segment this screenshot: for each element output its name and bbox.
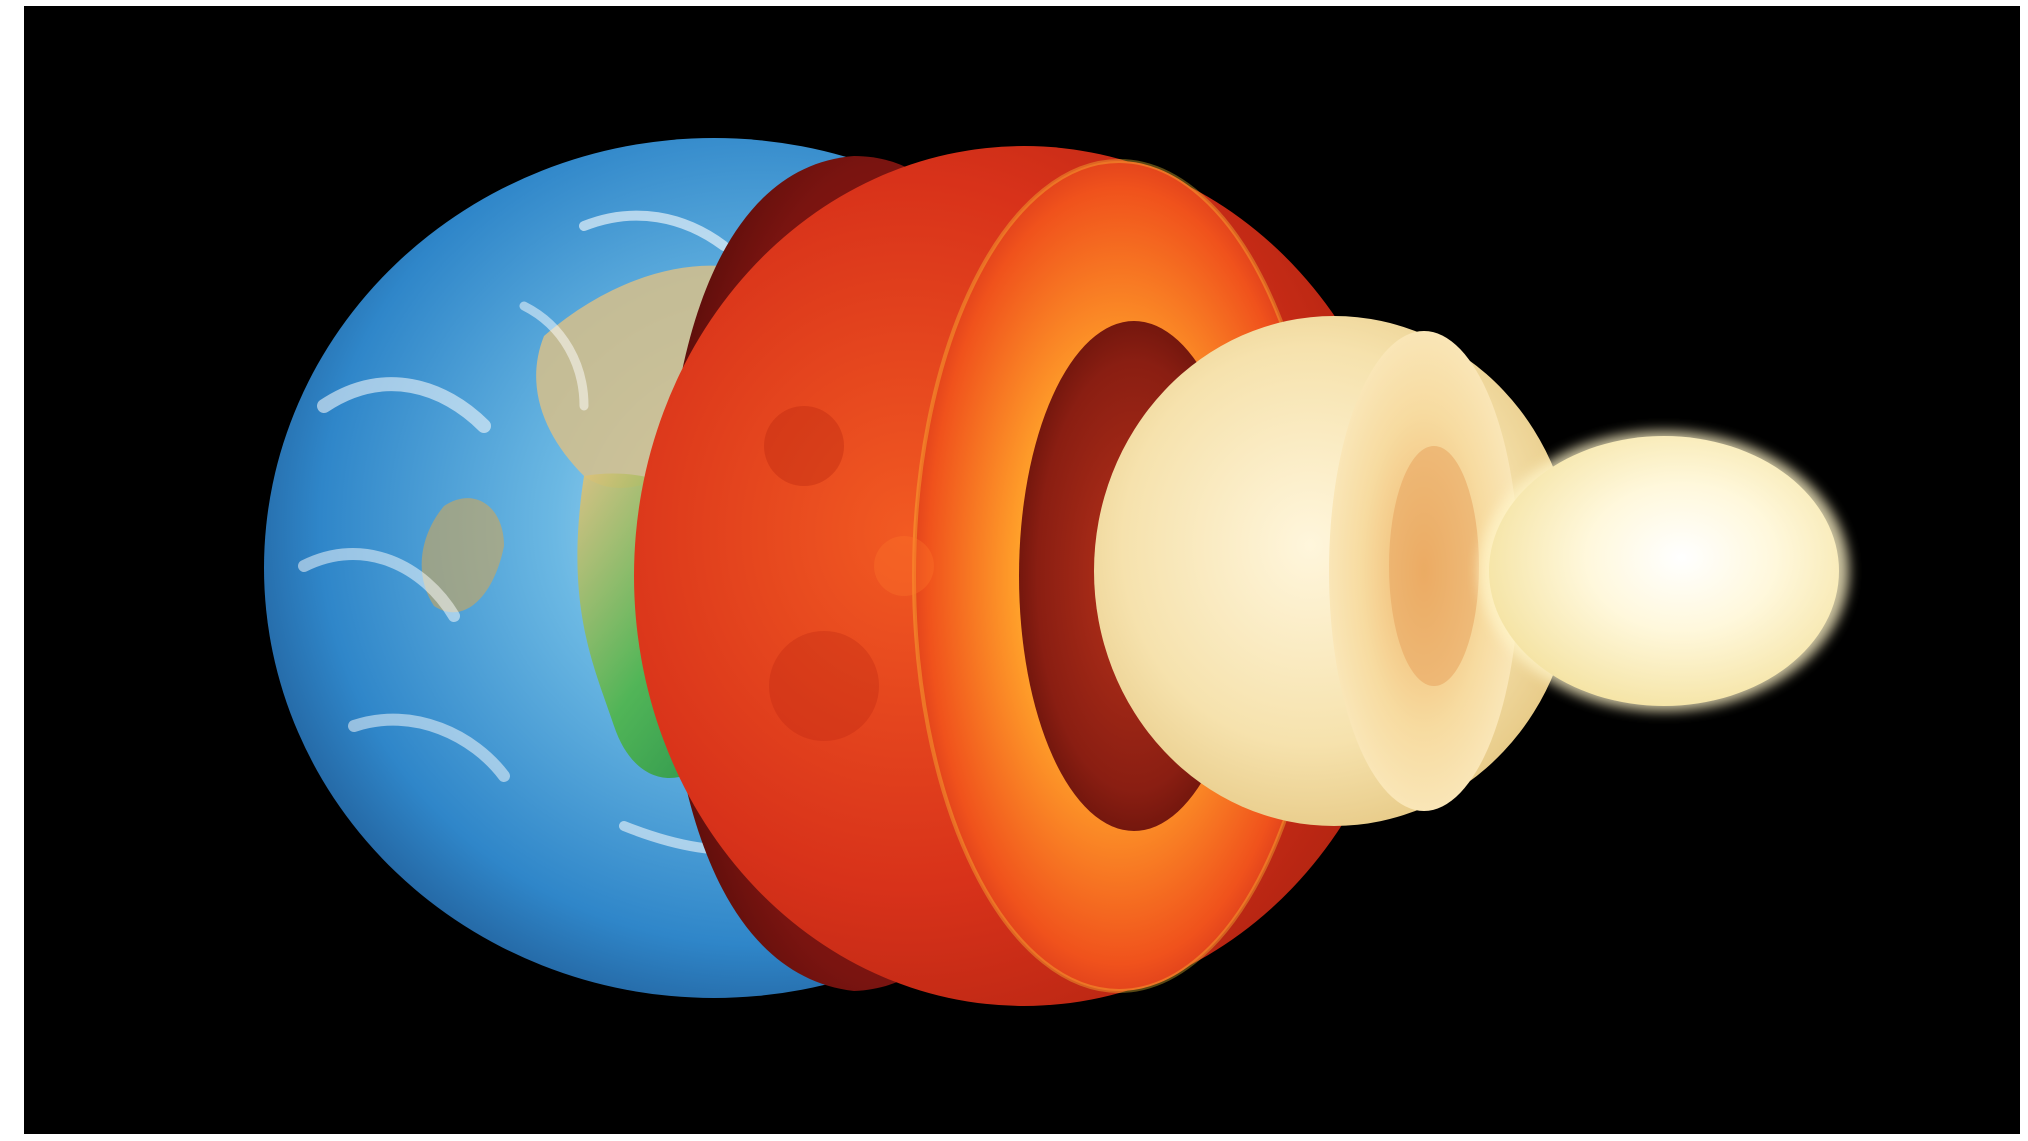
outer-core [1094,316,1574,826]
inner-core [1479,431,1849,711]
earth-layers-svg [264,138,1849,1006]
earth-layers-illustration [24,6,2020,1134]
